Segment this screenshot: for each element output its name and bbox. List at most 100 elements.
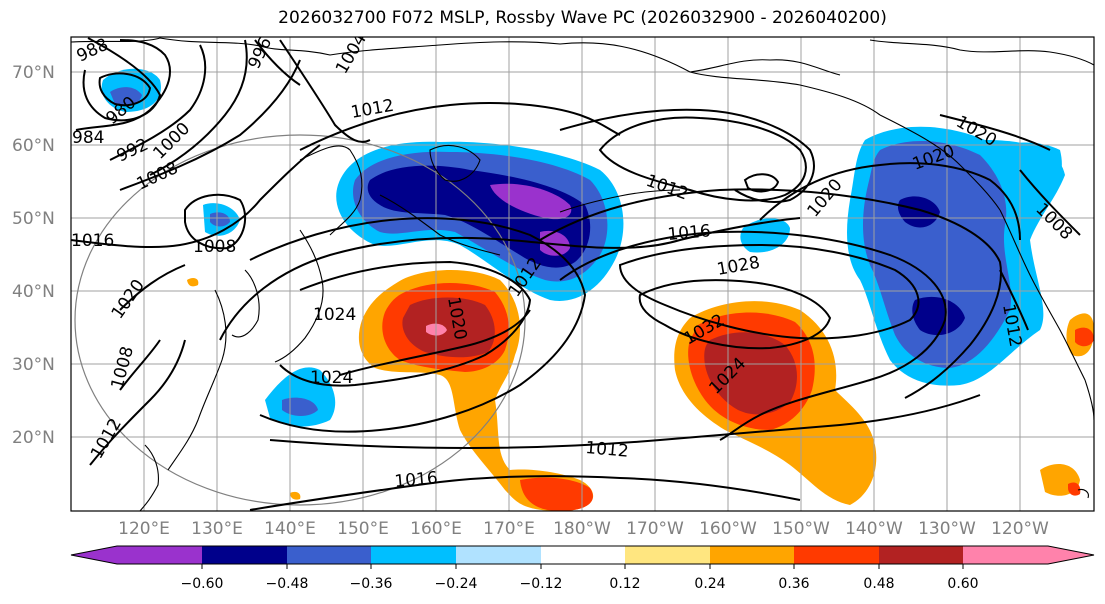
lon-label: 130°E [191, 519, 243, 539]
isobar-1012-north [299, 102, 621, 151]
lon-label: 170°W [626, 519, 684, 539]
lon-label: 150°W [772, 519, 830, 539]
isobar-1024-east [559, 230, 947, 441]
isobar-label: 1008 [134, 158, 182, 194]
isobar-label: 992 [114, 135, 152, 167]
isobar-label: 1012 [349, 96, 395, 123]
lon-label: 120°E [118, 519, 170, 539]
lon-label: 180°W [553, 519, 611, 539]
colorbar-bin [117, 546, 202, 564]
coast-hawaii [1077, 488, 1089, 499]
isobar-label: 1028 [715, 253, 761, 280]
colorbar-tick-label: −0.12 [520, 576, 563, 592]
isobar-1004 [279, 39, 371, 143]
shade-hawaii-south-core [1068, 482, 1081, 496]
lon-label: 150°E [337, 519, 389, 539]
colorbar-tick-label: 0.24 [694, 576, 725, 592]
isobar-980-low [98, 72, 152, 107]
coast-na-west [999, 209, 1094, 421]
coast-alaska-west [689, 71, 881, 116]
isobar-1016-aleutian [598, 116, 807, 202]
isobar-1012-okhotsk [559, 108, 815, 203]
coast-taiwan-philippines [139, 444, 159, 511]
colorbar: −0.60 −0.48 −0.36 −0.24 −0.12 0.12 0.24 … [70, 545, 1095, 592]
isobar-1020-ne [939, 114, 1051, 151]
coast-kuril-arc [379, 194, 501, 256]
isobar-contours [71, 37, 1081, 511]
colorbar-bin [625, 546, 710, 564]
lat-label: 60°N [12, 136, 55, 156]
colorbar-extend-high [1048, 546, 1094, 564]
great-circle-ring [74, 134, 526, 506]
lon-label: 160°E [410, 519, 462, 539]
shade-northeast-pacific-mid [863, 140, 1012, 368]
isobar-label: 1008 [108, 344, 139, 391]
isobar-label: 1024 [310, 368, 353, 388]
colorbar-bin [202, 546, 287, 564]
isobar-1008-low [184, 193, 247, 250]
lon-label: 170°E [483, 519, 535, 539]
colorbar-bin [710, 546, 794, 564]
isobar-1008-southwest [119, 339, 161, 391]
shade-east-china-sea-patch-outer [265, 367, 336, 427]
colorbar-bin [963, 546, 1048, 564]
colorbar-bin [879, 546, 963, 564]
isobar-label: 1016 [71, 231, 114, 251]
colorbar-bin [541, 546, 625, 564]
isobar-label: 1020 [108, 276, 149, 323]
isobar-1016-west [71, 144, 321, 249]
isobar-1012-south [249, 475, 801, 511]
isobar-1028 [618, 243, 920, 340]
isobar-1012-southwest [89, 339, 186, 466]
colorbar-bin [371, 546, 456, 564]
isobar-984 [75, 39, 171, 131]
coast-alaska-south [879, 114, 1001, 211]
colorbar-tick-marks [201, 564, 964, 569]
coast-china-east [167, 289, 227, 471]
colorbar-tick-label: −0.24 [435, 576, 478, 592]
coastlines [71, 37, 1094, 511]
lon-label: 120°W [991, 519, 1049, 539]
colorbar-bin [794, 546, 879, 564]
colorbar-tick-label: 0.48 [863, 576, 894, 592]
positive-anomaly-shading [187, 270, 1094, 511]
isobar-1016-south [269, 394, 981, 450]
isobar-label: 1012 [585, 438, 630, 462]
lon-label: 130°W [918, 519, 976, 539]
isobar-1032 [638, 279, 832, 350]
latitude-labels: 70°N 60°N 50°N 40°N 30°N 20°N [12, 63, 55, 448]
isobar-1020-mid [539, 188, 1002, 399]
lat-label: 30°N [12, 355, 55, 375]
isobar-1020-west [249, 217, 587, 433]
coast-japan [274, 229, 324, 363]
coast-okhotsk-west [299, 145, 363, 236]
lon-label: 140°E [264, 519, 316, 539]
isobar-1012-coast [999, 269, 1029, 331]
coast-kamchatka [429, 145, 481, 182]
shade-mexico-coast-inner [1075, 327, 1094, 347]
shade-gulf-of-alaska-coast-patch [990, 142, 1062, 192]
isobar-992 [109, 44, 207, 161]
negative-anomaly-shading [101, 68, 1065, 427]
colorbar-tick-label: 0.12 [609, 576, 640, 592]
colorbar-outline [70, 545, 1095, 565]
shade-central-west-pacific-inner [402, 297, 495, 358]
isobar-1008-north [119, 59, 301, 191]
isobar-label: 984 [72, 128, 104, 148]
isobar-label: 1024 [313, 305, 356, 325]
lon-label: 160°W [699, 519, 757, 539]
map-title: 2026032700 F072 MSLP, Rossby Wave PC (20… [278, 8, 887, 28]
longitude-labels: 120°E 130°E 140°E 150°E 160°E 170°E 180°… [118, 519, 1049, 539]
colorbar-tick-label: −0.36 [350, 576, 393, 592]
isobar-1016-mid [219, 217, 801, 341]
isobar-label: 988 [74, 35, 112, 67]
isobar-label: 1016 [667, 221, 712, 245]
isobar-996 [254, 39, 301, 86]
coast-canada-north [869, 39, 1094, 66]
shade-south-china-sea-small-patch [290, 491, 301, 500]
coast-siberia-north [71, 37, 841, 76]
isobar-1008-ne [1019, 169, 1081, 236]
shade-japan-patch-core [210, 212, 230, 227]
shade-siberia-patch-core [110, 87, 142, 106]
